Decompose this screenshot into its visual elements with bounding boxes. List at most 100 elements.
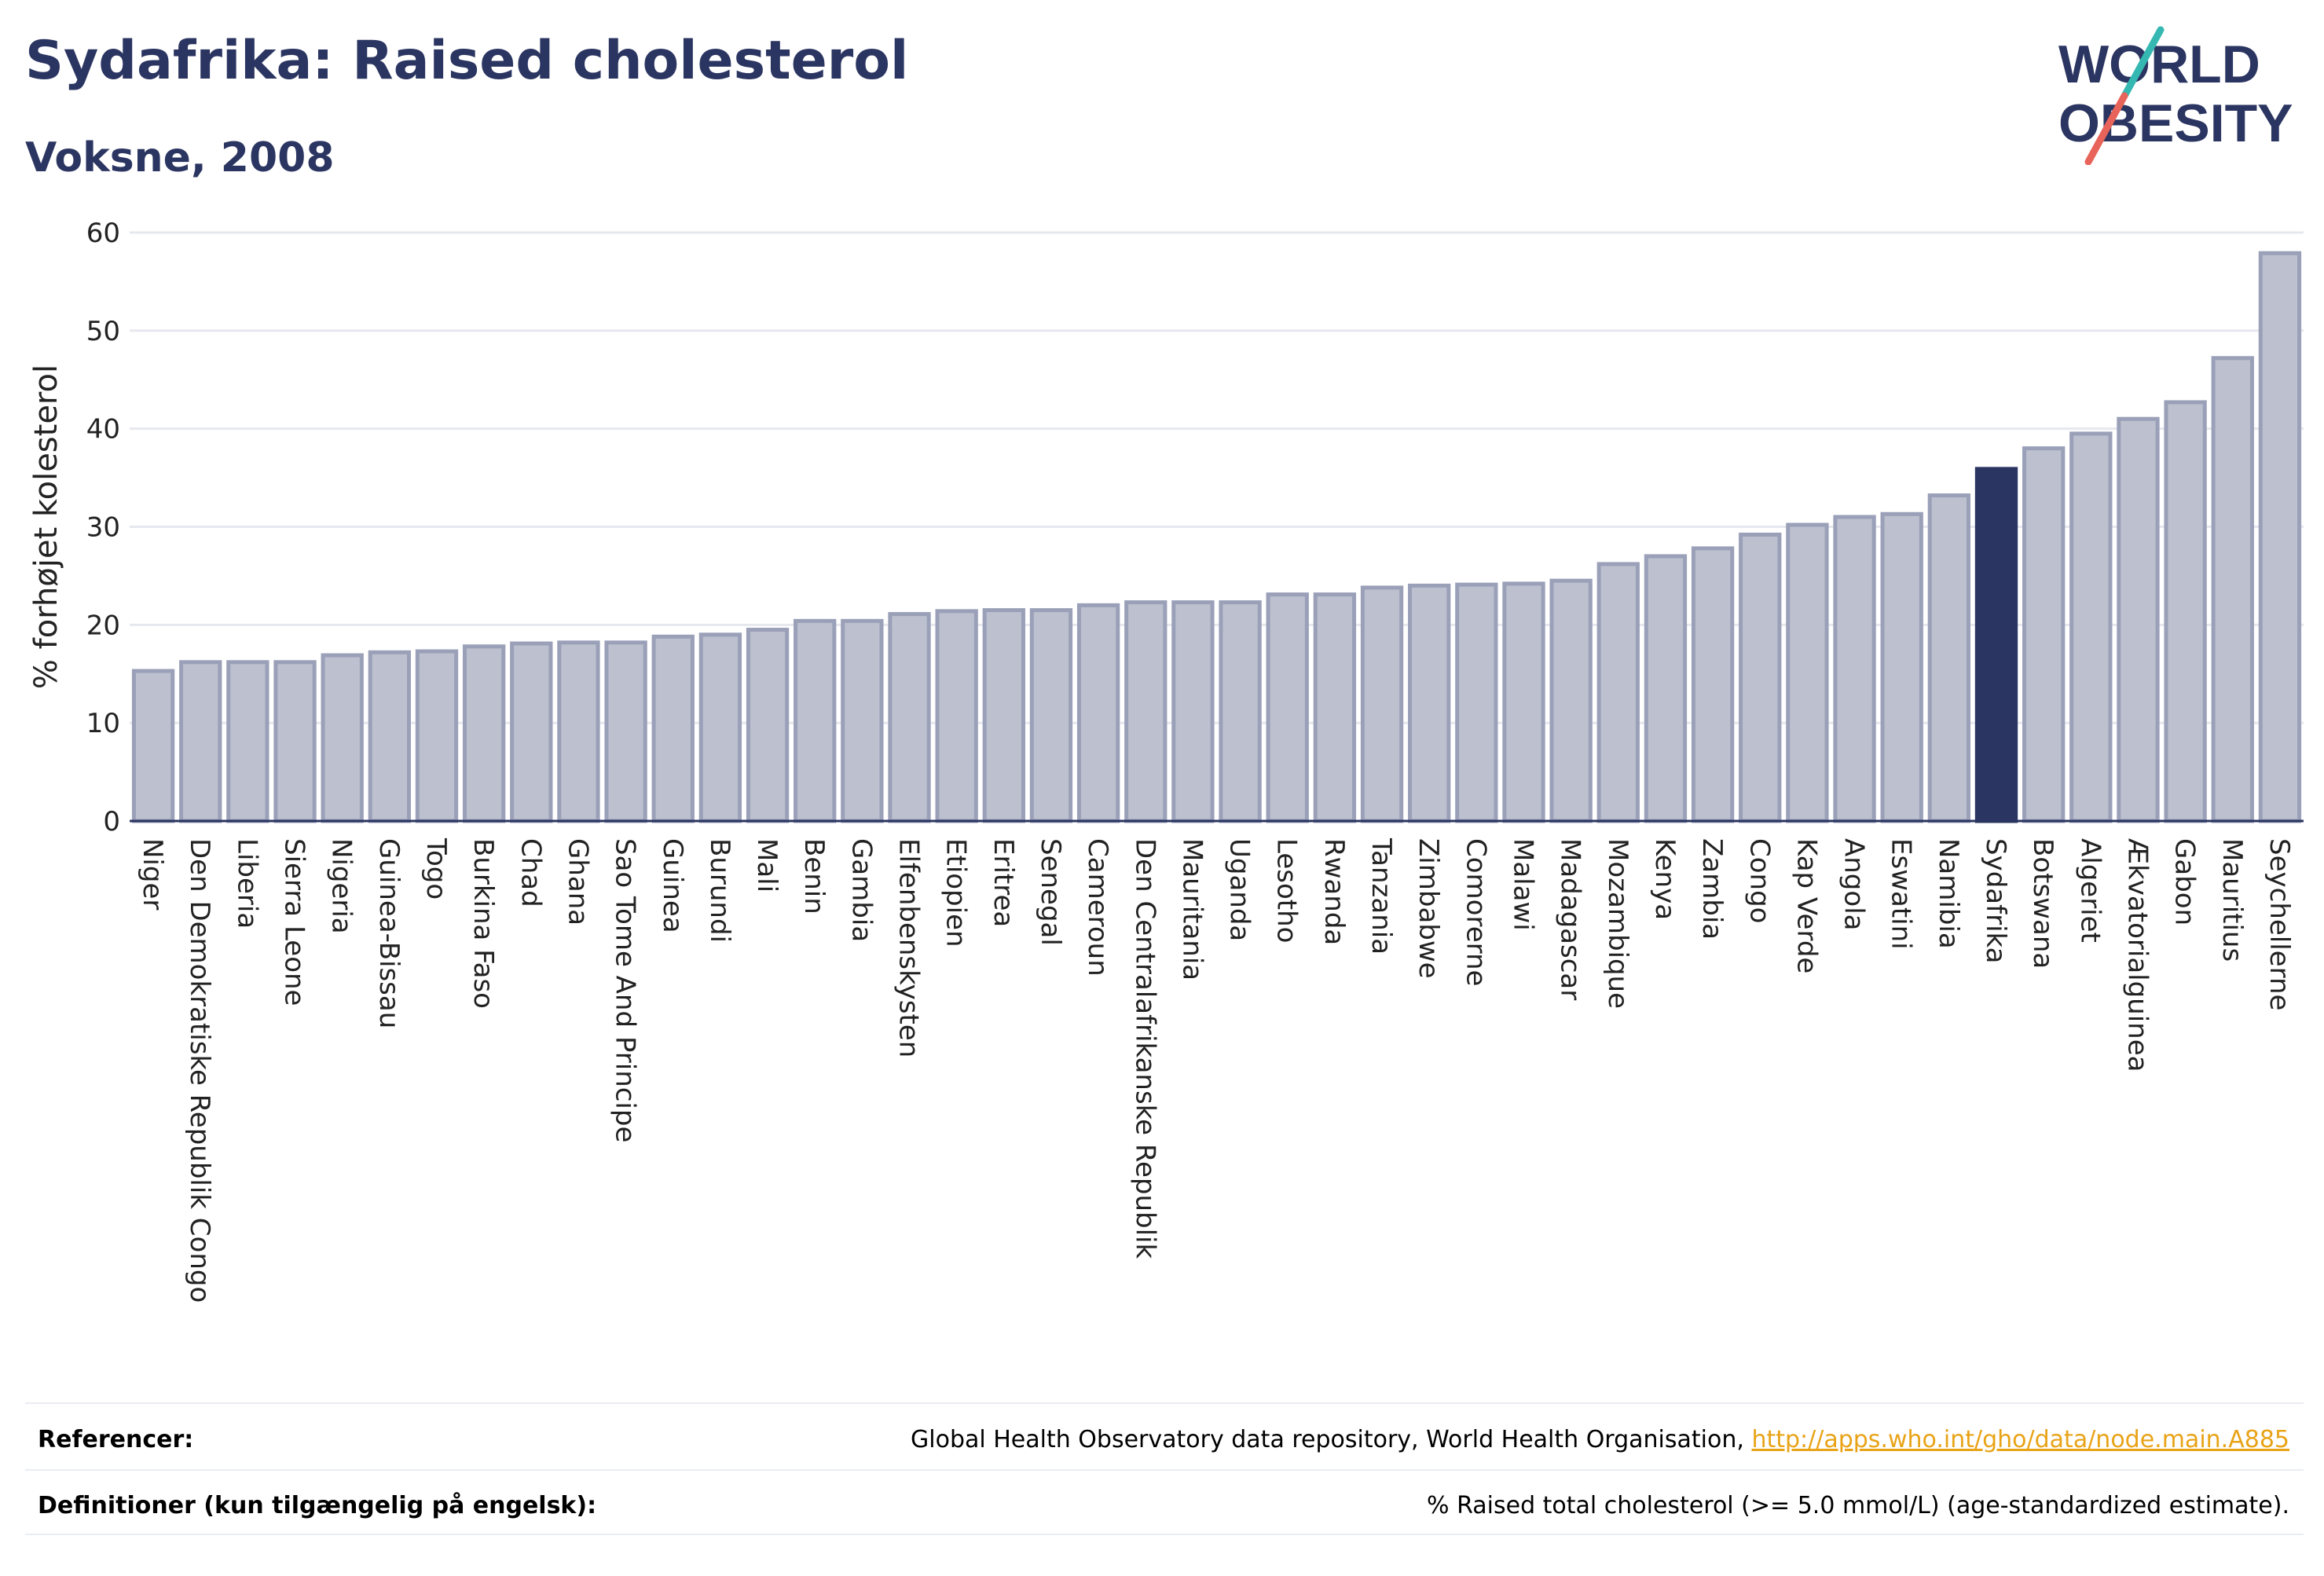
- y-tick-label: 50: [86, 316, 120, 347]
- bar-chart: 0 10 20 30 40 50 60 % forhøjet kolesterol Niger D…: [28, 218, 2304, 1303]
- references-label: Referencer:: [38, 1426, 194, 1453]
- bar: [557, 640, 600, 823]
- bar: [1266, 592, 1309, 823]
- y-tick-label: 0: [103, 806, 120, 837]
- references-text: Global Health Observatory data repositor…: [911, 1428, 2289, 1452]
- bar: [1313, 592, 1357, 823]
- references-link[interactable]: http://apps.who.int/gho/data/node.main.A…: [1751, 1426, 2289, 1453]
- bar: [1644, 554, 1688, 823]
- bar: [510, 641, 553, 823]
- bar: [935, 609, 978, 823]
- y-tick-label: 20: [86, 610, 120, 641]
- x-tick-label: Guinea-Bissau: [373, 838, 405, 1028]
- y-tick-label: 10: [86, 708, 120, 739]
- bar: [2164, 400, 2207, 823]
- bar: [131, 669, 175, 823]
- x-tick-label: Comorerne: [1460, 838, 1491, 986]
- x-tick-label: Zimbabwe: [1413, 838, 1444, 979]
- y-tick-label: 30: [86, 512, 120, 544]
- x-tick-label: Kap Verde: [1791, 838, 1822, 973]
- bar: [2117, 416, 2160, 823]
- y-tick-label: 40: [86, 414, 120, 445]
- world-obesity-logo: WORLD OBESITY: [2058, 26, 2293, 165]
- bar: [841, 618, 884, 823]
- x-tick-label: Etiopien: [940, 838, 972, 947]
- x-tick-label: Algeriet: [2074, 838, 2106, 943]
- x-tick-label: Cameroun: [1082, 838, 1113, 977]
- x-tick-label: Namibia: [1933, 838, 1964, 949]
- x-tick-label: Chad: [515, 838, 546, 907]
- footer-divider: [25, 1469, 2304, 1471]
- bar: [1076, 603, 1120, 823]
- bar: [321, 653, 364, 823]
- x-tick-label: Mauritania: [1176, 838, 1208, 980]
- y-axis-label: % forhøjet kolesterol: [28, 365, 64, 689]
- chart-title: Sydafrika: Raised cholesterol: [25, 30, 909, 92]
- x-tick-label: Guinea: [657, 838, 688, 933]
- bar: [273, 660, 317, 823]
- x-tick-label: Mauritius: [2216, 838, 2248, 962]
- chart-subtitle: Voksne, 2008: [25, 134, 335, 181]
- definitions-text: % Raised total cholesterol (>= 5.0 mmol/…: [1427, 1492, 2289, 1519]
- bar: [462, 644, 506, 823]
- bar: [1596, 562, 1640, 823]
- y-tick-label: 60: [86, 218, 120, 249]
- x-tick-label: Tanzania: [1365, 837, 1397, 955]
- bar: [2258, 251, 2302, 823]
- x-tick-label: Zambia: [1696, 838, 1728, 940]
- x-tick-label: Benin: [798, 838, 830, 914]
- bar: [1974, 467, 2018, 823]
- x-tick-label: Seychellerne: [2264, 838, 2295, 1010]
- x-tick-label: Den Centralafrikanske Republik: [1129, 838, 1160, 1259]
- bar: [1691, 546, 1735, 823]
- x-tick-label: Gambia: [845, 838, 877, 942]
- bar: [415, 649, 459, 823]
- x-tick-label: Nigeria: [326, 838, 357, 934]
- x-tick-label: Burundi: [704, 838, 735, 943]
- bar: [651, 634, 695, 823]
- bar: [746, 628, 790, 823]
- bar: [794, 618, 837, 823]
- bar: [1171, 600, 1215, 823]
- bar: [1502, 581, 1545, 823]
- x-tick-label: Togo: [420, 837, 452, 900]
- bar: [368, 650, 411, 823]
- definitions-label: Definitioner (kun tilgængelig på engelsk…: [38, 1492, 597, 1519]
- references-source: Global Health Observatory data repositor…: [911, 1426, 1752, 1453]
- bar: [1739, 532, 1782, 823]
- bar: [2022, 446, 2066, 823]
- x-tick-label: Ækvatorialguinea: [2121, 838, 2153, 1072]
- x-tick-label: Sydafrika: [1980, 838, 2011, 963]
- x-tick-label: Sao Tome And Principe: [610, 838, 641, 1142]
- bar: [1408, 583, 1451, 823]
- bar: [1833, 515, 1876, 823]
- bar: [226, 660, 269, 823]
- bar: [1549, 578, 1593, 823]
- footer-divider: [25, 1534, 2304, 1535]
- bar: [1880, 511, 1923, 823]
- x-tick-label: Uganda: [1224, 838, 1255, 941]
- bar: [888, 612, 931, 823]
- x-tick-label: Elfenbenskysten: [893, 838, 925, 1057]
- x-tick-label: Lesotho: [1271, 838, 1303, 943]
- bar: [2211, 356, 2254, 823]
- bar: [1786, 522, 1829, 823]
- bar: [1455, 582, 1498, 823]
- x-tick-label: Kenya: [1649, 838, 1681, 920]
- x-tick-label: Senegal: [1035, 838, 1066, 946]
- bar: [982, 608, 1025, 823]
- logo-line1: WORLD: [2058, 35, 2260, 94]
- bar: [698, 632, 742, 823]
- x-tick-label: Ghana: [562, 838, 593, 925]
- x-tick-label: Burkina Faso: [467, 838, 499, 1009]
- x-tick-label: Rwanda: [1318, 838, 1350, 945]
- bar: [2069, 431, 2113, 823]
- x-tick-label: Congo: [1743, 838, 1775, 923]
- x-tick-label: Madagascar: [1555, 838, 1586, 1000]
- x-tick-label: Mozambique: [1602, 838, 1633, 1009]
- x-tick-label: Sierra Leone: [279, 838, 310, 1006]
- x-tick-label: Botswana: [2027, 838, 2058, 969]
- bar: [1219, 600, 1262, 823]
- bar: [1029, 608, 1073, 823]
- x-tick-label: Gabon: [2169, 838, 2201, 925]
